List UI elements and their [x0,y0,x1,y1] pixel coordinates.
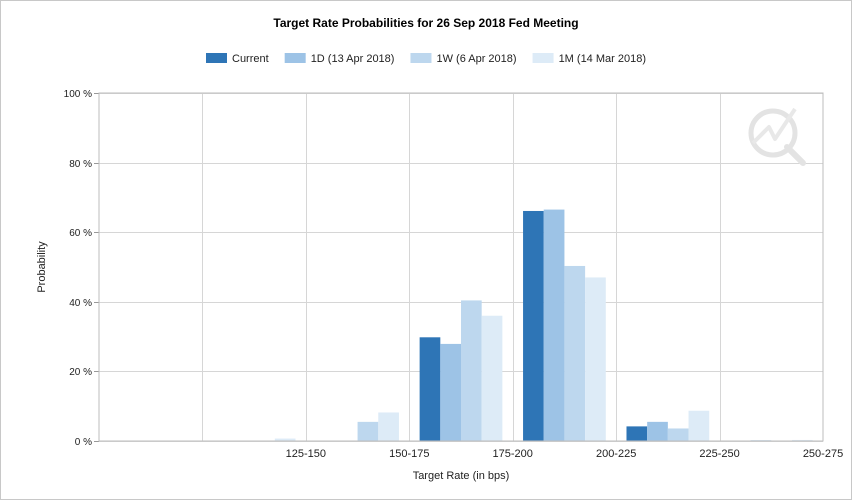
bar [274,438,296,441]
watermark-zigzag [751,107,797,145]
legend-label: Current [232,53,269,65]
bar [626,426,648,441]
bar [440,343,461,441]
y-tick-label: 60 % [69,228,92,239]
bar [564,265,586,441]
logo-watermark [748,107,806,166]
legend-item: Current [206,53,269,65]
bar [543,209,565,441]
bar [688,410,710,441]
legend-swatch [410,53,432,63]
bar [585,277,606,441]
chart-title: Target Rate Probabilities for 26 Sep 201… [273,16,578,30]
bar [481,315,503,441]
x-axis-ticks: 125-150 150-175 175-200 200-225 225-250 250-2… [286,448,844,460]
legend: Current 1D (13 Apr 2018) 1W (6 Apr 2018) 1M… [206,53,646,65]
x-tick-label: 150-175 [389,448,429,460]
x-tick-label: 125-150 [286,448,326,460]
bar [791,439,813,441]
legend-swatch [284,53,306,63]
x-tick-label: 225-250 [699,448,739,460]
bar [419,337,441,441]
bar [357,421,379,441]
legend-swatch [532,53,554,63]
legend-item: 1D (13 Apr 2018) [284,53,395,65]
x-tick-label: 175-200 [493,448,533,460]
bars [274,209,813,441]
x-tick-label: 200-225 [596,448,636,460]
bar [378,412,399,441]
y-tick-label: 100 % [64,89,92,100]
legend-label: 1D (13 Apr 2018) [311,53,395,65]
legend-swatch [206,53,227,63]
watermark-tail [784,144,806,166]
y-tick-label: 20 % [69,367,92,378]
bar [667,428,689,441]
watermark-ring [748,108,798,158]
y-tick-label: 80 % [69,159,92,170]
legend-item: 1W (6 Apr 2018) [410,53,517,65]
x-axis-title: Target Rate (in bps) [413,470,510,482]
y-tick-label: 40 % [69,298,92,309]
plot-area [98,92,824,442]
y-axis-ticks: 0 % 20 % 40 % 60 % 80 % 100 % [64,89,99,448]
legend-label: 1W (6 Apr 2018) [436,53,516,65]
bar [461,300,482,441]
y-axis-title: Probability [36,241,48,293]
legend-label: 1M (14 Mar 2018) [559,53,646,65]
bar [523,210,544,441]
x-tick-label: 250-275 [803,448,843,460]
bar [647,421,668,441]
y-tick-label: 0 % [75,437,92,448]
legend-item: 1M (14 Mar 2018) [532,53,646,65]
